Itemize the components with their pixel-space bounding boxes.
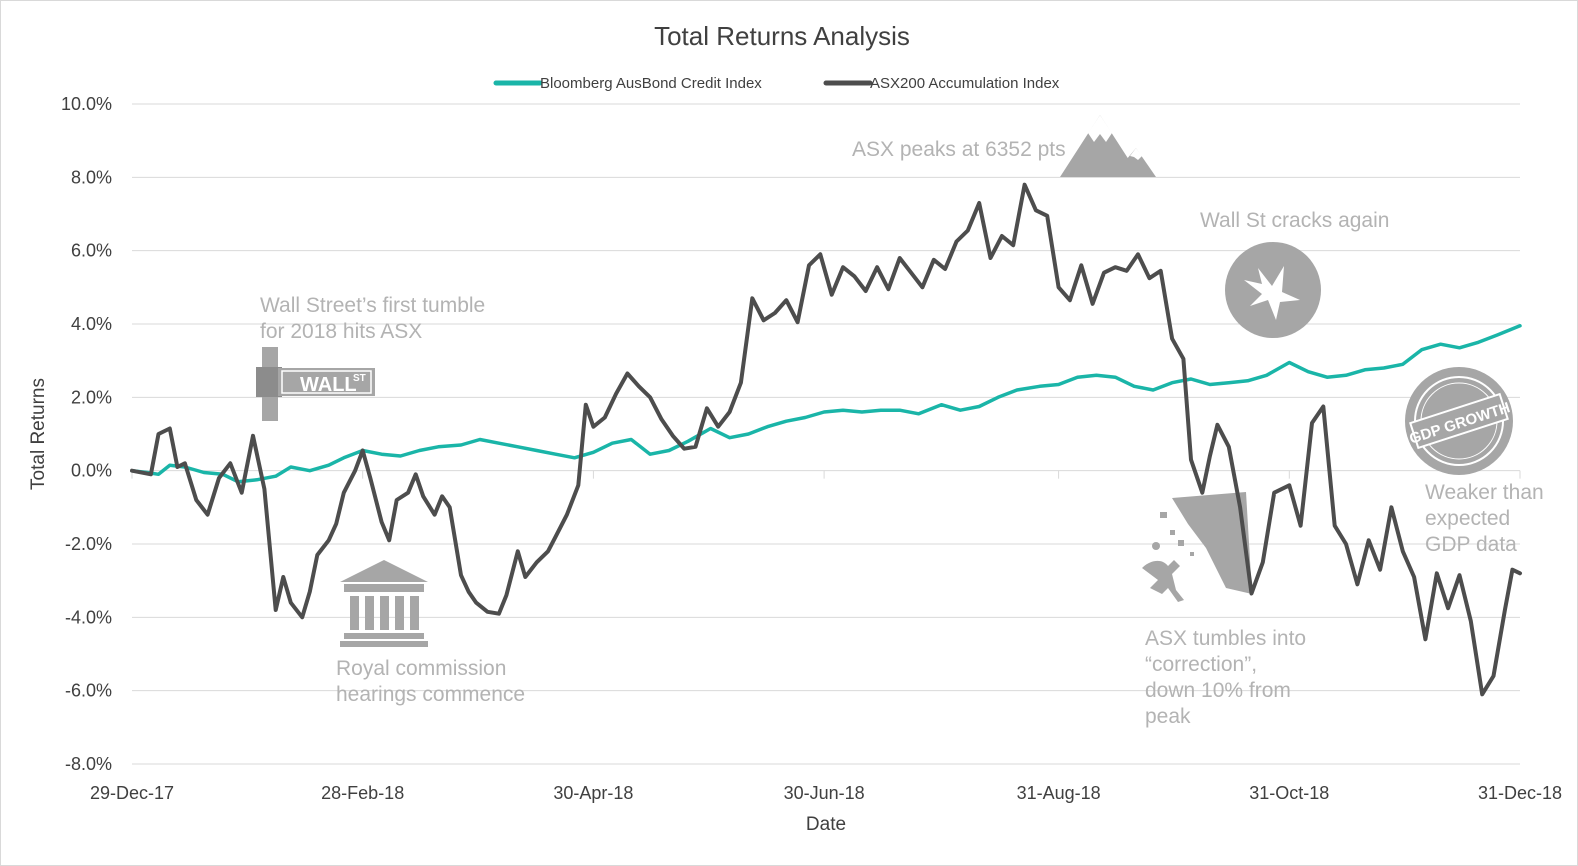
y-tick-label: 8.0% [71, 167, 112, 187]
series-line-credit-index [130, 324, 1522, 484]
y-tick-label: 4.0% [71, 314, 112, 334]
annotation-line: for 2018 hits ASX [260, 320, 422, 343]
annotation-line: GDP data [1425, 533, 1517, 556]
annotation-line: expected [1425, 507, 1510, 530]
cliff-fall-icon [1142, 492, 1252, 602]
street-sign-superscript: ST [353, 373, 366, 384]
annotation-line: Wall St cracks again [1200, 209, 1389, 232]
annotation-asx-peak: ASX peaks at 6352 pts [852, 138, 1066, 161]
chart-title: Total Returns Analysis [654, 21, 910, 51]
y-tick-label: 0.0% [71, 461, 112, 481]
x-axis-ticks: 29-Dec-17 28-Feb-18 30-Apr-18 30-Jun-18 31-A… [90, 470, 1562, 803]
annotation-wall-st-cracks: Wall St cracks again [1200, 209, 1389, 232]
x-tick-label: 31-Dec-18 [1478, 783, 1562, 803]
annotation-royal-commission: Royal commission hearings commence [336, 657, 525, 706]
gdp-growth-stamp-icon: GDP GROWTH [1405, 367, 1513, 475]
annotation-line: Weaker than [1425, 481, 1544, 504]
bank-building-icon [340, 560, 428, 647]
annotation-asx-correction: ASX tumbles into “correction”, down 10% … [1145, 627, 1312, 728]
x-tick-label: 31-Oct-18 [1249, 783, 1329, 803]
y-tick-label: 6.0% [71, 241, 112, 261]
y-tick-label: 2.0% [71, 387, 112, 407]
series-layer [130, 182, 1522, 697]
annotation-line: Wall Street’s first tumble [260, 294, 485, 317]
y-tick-label: -6.0% [65, 681, 112, 701]
x-tick-label: 30-Apr-18 [553, 783, 633, 803]
legend-label-credit: Bloomberg AusBond Credit Index [540, 75, 762, 92]
annotation-line: peak [1145, 705, 1191, 728]
y-axis-ticks: 10.0% 8.0% 6.0% 4.0% 2.0% 0.0% -2.0% -4.0% -6.0%… [61, 94, 112, 774]
x-tick-label: 30-Jun-18 [784, 783, 865, 803]
annotation-line: ASX peaks at 6352 pts [852, 138, 1066, 161]
x-axis-title: Date [806, 814, 846, 835]
legend-label-asx: ASX200 Accumulation Index [870, 75, 1060, 92]
y-tick-label: -8.0% [65, 754, 112, 774]
annotation-line: hearings commence [336, 683, 525, 706]
annotation-line: Royal commission [336, 657, 506, 680]
x-tick-label: 29-Dec-17 [90, 783, 174, 803]
x-tick-label: 31-Aug-18 [1017, 783, 1101, 803]
y-axis-title: Total Returns [28, 378, 49, 490]
x-tick-label: 28-Feb-18 [321, 783, 404, 803]
series-line-asx200 [130, 182, 1522, 697]
annotation-wall-street-tumble: Wall Street’s first tumble for 2018 hits… [260, 294, 491, 343]
y-tick-label: -4.0% [65, 607, 112, 627]
annotation-line: down 10% from [1145, 679, 1291, 702]
mountain-peak-icon [1060, 115, 1156, 177]
cracked-circle-icon [1225, 242, 1321, 338]
legend: Bloomberg AusBond Credit Index ASX200 Ac… [493, 75, 1060, 92]
y-tick-label: -2.0% [65, 534, 112, 554]
annotation-line: ASX tumbles into [1145, 627, 1306, 650]
street-sign-icon: WALL ST [256, 347, 375, 421]
annotation-gdp-data: Weaker than expected GDP data [1425, 481, 1550, 556]
y-tick-label: 10.0% [61, 94, 112, 114]
street-sign-text: WALL [300, 374, 357, 396]
annotation-line: “correction”, [1145, 653, 1257, 676]
